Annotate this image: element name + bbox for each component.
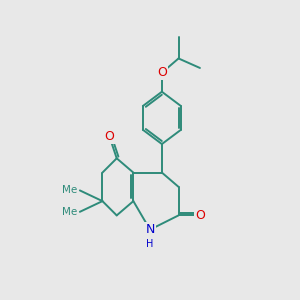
- Text: Me: Me: [62, 207, 77, 217]
- Text: N: N: [145, 223, 155, 236]
- Text: H: H: [146, 239, 154, 249]
- Text: Me: Me: [62, 185, 77, 195]
- Text: O: O: [105, 130, 115, 143]
- Text: O: O: [157, 66, 167, 79]
- Text: O: O: [195, 209, 205, 222]
